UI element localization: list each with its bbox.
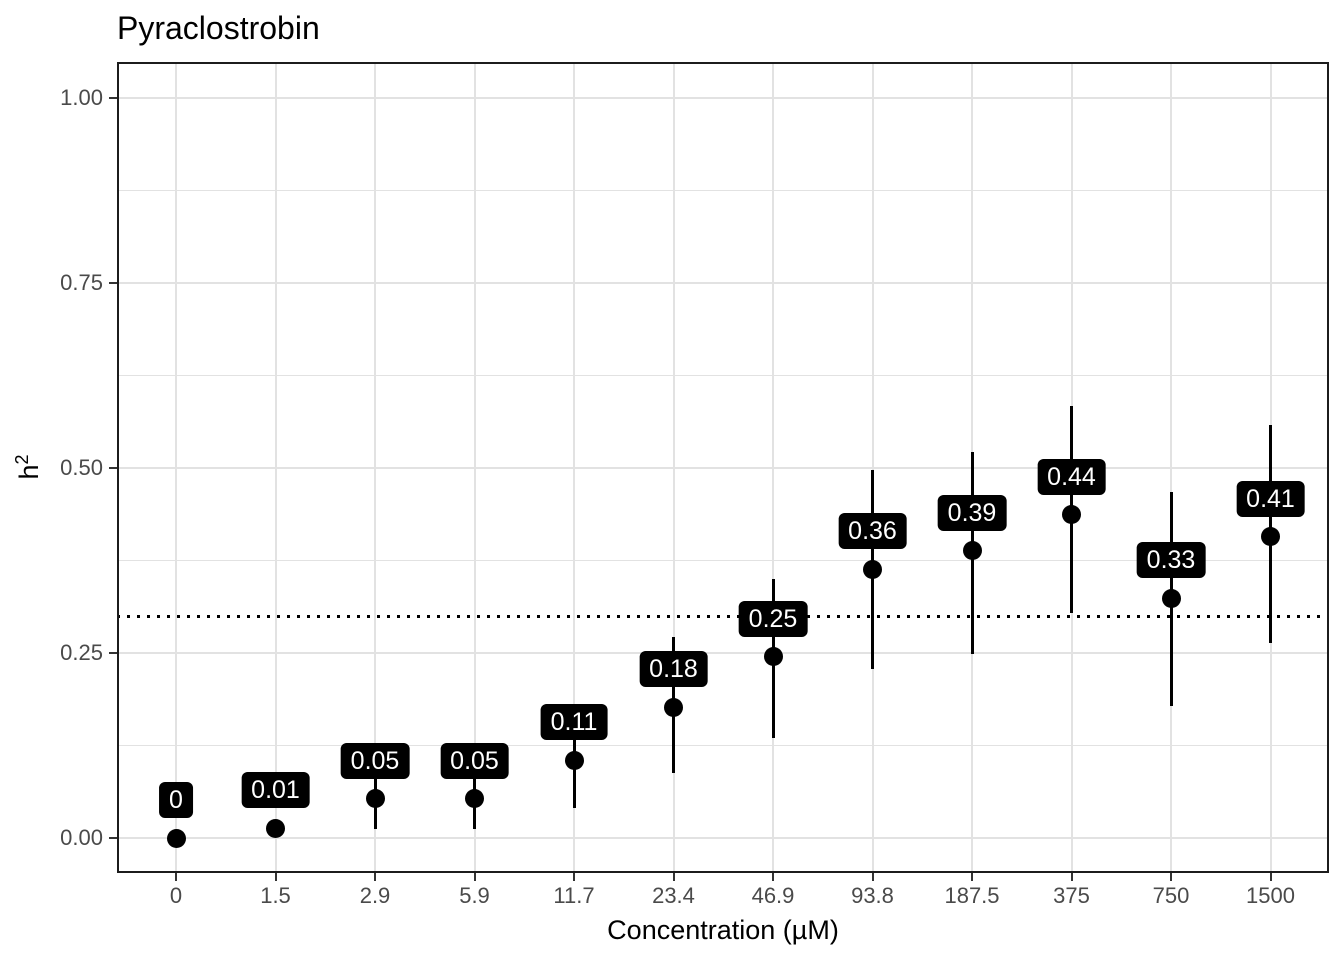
point-value-label: 0.18 [639, 651, 708, 688]
data-point [664, 697, 683, 717]
gridline-major-horizontal [117, 282, 1329, 284]
plot-panel: 0.00 0.25 0.50 0.75 1.00 0 1.5 2.9 5.9 11.7 23.4 46… [60, 62, 1329, 908]
point-value-label: 0 [159, 782, 193, 818]
gridline-major-vertical [672, 62, 675, 873]
x-tick-label: 5.9 [459, 883, 490, 908]
gridline-minor-horizontal [117, 190, 1329, 191]
x-tick-label: 1500 [1246, 883, 1295, 908]
y-tick-label: 0.25 [60, 640, 103, 665]
data-point [365, 789, 385, 809]
x-tick-label: 375 [1053, 883, 1090, 908]
x-tick-label: 1.5 [260, 883, 291, 908]
point-value-label: 0.33 [1136, 542, 1206, 579]
y-tick-mark [109, 837, 117, 839]
x-tick-mark [175, 873, 177, 881]
data-point [962, 541, 982, 561]
gridline-major-vertical [274, 62, 277, 873]
gridline-major-vertical [175, 62, 177, 873]
x-tick-mark [772, 873, 774, 881]
point-value-label: 0.11 [540, 704, 608, 741]
data-point [763, 647, 783, 667]
y-tick-mark [109, 282, 117, 284]
gridline-major-vertical [473, 62, 476, 873]
gridline-major-horizontal [117, 97, 1329, 99]
x-tick-label: 0 [169, 883, 183, 908]
data-point [1161, 588, 1181, 608]
data-point [1261, 527, 1280, 547]
reference-line [117, 614, 1329, 618]
x-tick-mark [1070, 873, 1073, 881]
x-tick-mark [672, 873, 675, 881]
y-tick-mark [109, 467, 117, 469]
y-tick-label: 1.00 [60, 85, 103, 110]
x-tick-mark [274, 873, 277, 881]
x-tick-mark [374, 873, 376, 881]
x-tick-label: 93.8 [851, 883, 894, 908]
y-tick-mark [109, 97, 117, 99]
data-point [465, 789, 484, 809]
x-tick-mark [1170, 873, 1172, 881]
point-value-label: 0.05 [440, 742, 509, 779]
data-point [863, 559, 882, 579]
x-tick-label: 23.4 [652, 883, 695, 908]
x-tick-label: 750 [1152, 883, 1190, 908]
gridline-minor-horizontal [117, 745, 1329, 746]
gridline-major-vertical [772, 62, 774, 873]
gridline-major-vertical [1170, 62, 1172, 873]
point-value-label: 0.39 [937, 494, 1007, 531]
gridline-minor-horizontal [117, 375, 1329, 376]
data-point [1062, 505, 1081, 525]
gridline-major-horizontal [117, 837, 1329, 839]
point-value-label: 0.44 [1037, 458, 1106, 495]
point-value-label: 0.01 [241, 772, 310, 809]
point-value-label: 0.41 [1236, 480, 1305, 517]
y-tick-label: 0.00 [60, 825, 103, 850]
x-tick-mark [473, 873, 476, 881]
gridline-major-vertical [374, 62, 376, 873]
gridline-major-vertical [871, 62, 874, 873]
gridline-major-vertical [573, 62, 575, 873]
x-tick-label: 2.9 [359, 883, 391, 908]
point-value-label: 0.25 [738, 600, 808, 637]
y-tick-label: 0.50 [60, 455, 103, 480]
x-tick-label: 187.5 [944, 883, 1000, 908]
x-tick-label: 11.7 [553, 883, 595, 908]
chart-title: Pyraclostrobin [117, 10, 320, 46]
x-tick-mark [871, 873, 874, 881]
x-axis-title: Concentration (µM) [607, 915, 839, 945]
x-tick-label: 46.9 [751, 883, 795, 908]
data-point [564, 750, 584, 770]
gridline-major-horizontal [117, 652, 1329, 654]
y-tick-label: 0.75 [60, 270, 103, 295]
point-value-label: 0.05 [340, 742, 410, 779]
x-tick-mark [971, 873, 973, 881]
data-point [166, 828, 186, 848]
gridline-major-horizontal [117, 467, 1329, 469]
x-tick-mark [1269, 873, 1272, 881]
x-tick-mark [573, 873, 575, 881]
gridline-minor-horizontal [117, 560, 1329, 561]
point-value-label: 0.36 [838, 513, 907, 550]
data-point [266, 818, 285, 838]
y-tick-mark [109, 652, 117, 654]
